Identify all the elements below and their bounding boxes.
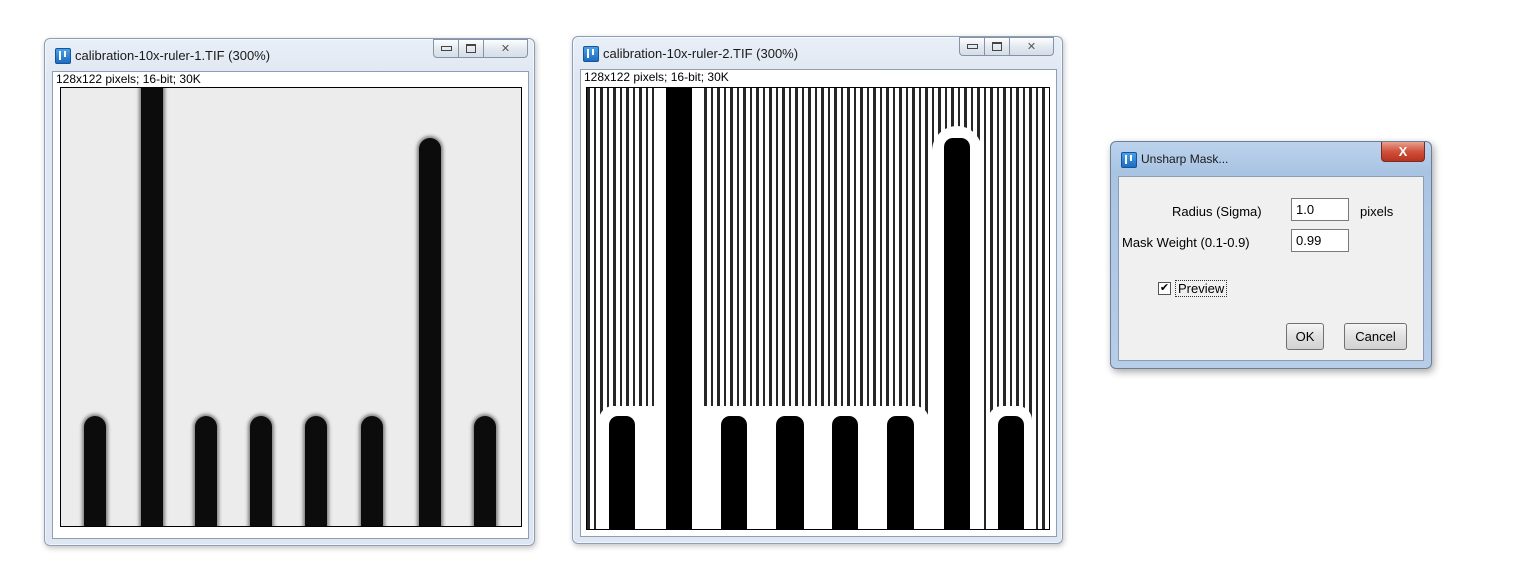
imagej-icon (55, 48, 71, 64)
ruler-tick (944, 138, 970, 529)
title-bar[interactable]: calibration-10x-ruler-2.TIF (300%) ✕ (573, 37, 1062, 67)
mask-weight-input[interactable] (1291, 229, 1349, 252)
image-window-2[interactable]: calibration-10x-ruler-2.TIF (300%) ✕ 128… (572, 36, 1063, 544)
preview-label[interactable]: Preview (1175, 280, 1228, 297)
maximize-icon (466, 44, 476, 53)
ruler-tick (361, 416, 383, 526)
close-button[interactable]: ✕ (1010, 37, 1054, 56)
close-button[interactable]: ✕ (484, 39, 528, 58)
close-button[interactable]: X (1381, 142, 1425, 162)
window-title: calibration-10x-ruler-2.TIF (300%) (603, 46, 799, 61)
close-icon: ✕ (1026, 41, 1037, 53)
close-icon: ✕ (500, 43, 511, 55)
image-canvas[interactable] (586, 87, 1050, 530)
ruler-tick (998, 416, 1024, 529)
image-info: 128x122 pixels; 16-bit; 30K (584, 70, 729, 84)
ruler-tick (609, 416, 635, 529)
maximize-button[interactable] (985, 37, 1010, 56)
ruler-tick (84, 416, 106, 526)
ruler-tick (887, 416, 914, 529)
maximize-icon (992, 42, 1002, 51)
radius-input[interactable] (1291, 198, 1349, 221)
minimize-button[interactable] (959, 37, 985, 56)
tick-halo (599, 406, 929, 529)
radius-units: pixels (1360, 204, 1394, 219)
ruler-tick (776, 416, 804, 529)
imagej-icon (1121, 152, 1137, 168)
ruler-tick (141, 88, 163, 526)
ruler-tick (832, 416, 858, 529)
title-bar[interactable]: calibration-10x-ruler-1.TIF (300%) ✕ (45, 39, 534, 69)
ruler-tick (721, 416, 747, 529)
ruler-tick (305, 416, 327, 526)
ruler-tick (195, 416, 217, 526)
image-canvas[interactable] (60, 87, 522, 527)
dialog-body: Radius (Sigma) pixels Mask Weight (0.1-0… (1118, 176, 1424, 361)
ruler-tick (474, 416, 496, 526)
cancel-button[interactable]: Cancel (1344, 323, 1407, 350)
image-panel: 128x122 pixels; 16-bit; 30K (52, 71, 529, 539)
image-panel: 128x122 pixels; 16-bit; 30K (580, 69, 1057, 537)
image-info: 128x122 pixels; 16-bit; 30K (56, 72, 201, 86)
close-icon: X (1398, 144, 1408, 159)
image-window-1[interactable]: calibration-10x-ruler-1.TIF (300%) ✕ 128… (44, 38, 535, 546)
mask-weight-label: Mask Weight (0.1-0.9) (1122, 235, 1250, 250)
ruler-tick (666, 88, 692, 529)
ok-button[interactable]: OK (1286, 323, 1324, 350)
unsharp-mask-dialog[interactable]: Unsharp Mask... X Radius (Sigma) pixels … (1110, 141, 1432, 369)
window-controls: ✕ (433, 39, 528, 60)
checkmark-icon: ✔ (1159, 282, 1170, 294)
maximize-button[interactable] (459, 39, 484, 58)
window-controls: ✕ (959, 37, 1054, 58)
minimize-icon (440, 46, 452, 51)
minimize-icon (966, 44, 978, 49)
preview-checkbox[interactable]: ✔ (1158, 282, 1171, 295)
radius-label: Radius (Sigma) (1172, 204, 1262, 219)
ruler-tick (250, 416, 272, 526)
imagej-icon (583, 46, 599, 62)
window-title: calibration-10x-ruler-1.TIF (300%) (75, 48, 271, 63)
ruler-tick (419, 138, 441, 526)
minimize-button[interactable] (433, 39, 459, 58)
dialog-title: Unsharp Mask... (1141, 152, 1229, 166)
